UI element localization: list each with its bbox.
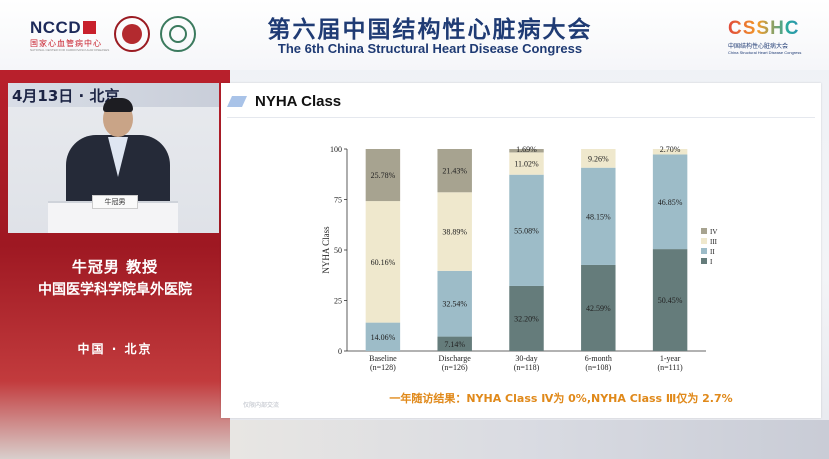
data-label: 11.02%: [514, 160, 539, 169]
x-tick-count: (n=111): [657, 363, 683, 372]
y-axis-label: NYHA Class: [321, 226, 331, 274]
footer-band: [230, 420, 829, 459]
x-tick-count: (n=108): [585, 363, 611, 372]
bar-segment-i: [652, 249, 688, 351]
x-tick-label: 30-day: [515, 354, 537, 363]
nyha-stacked-bar-chart: 0 25 50 75 100 NYHA Class 14.06% 60.16% 25.78% Ba…: [321, 145, 718, 372]
bar-segment-ii: [509, 174, 544, 286]
speaker-organization: 中国医学科学院阜外医院: [38, 282, 192, 298]
bar-segment-ii: [437, 270, 472, 337]
society-seal-icon: [160, 16, 196, 52]
speaker-name: 牛冠男 教授: [71, 258, 159, 276]
data-label: 14.06%: [371, 333, 396, 342]
x-tick-label: Discharge: [439, 354, 472, 363]
legend-swatch-i: [701, 258, 707, 264]
legend-label-ii: II: [710, 248, 715, 256]
y-tick-label: 25: [334, 297, 342, 306]
csshc-logo-subtitle-en: China Structural Heart Disease Congress: [728, 50, 802, 55]
slide-title: NYHA Class: [255, 93, 342, 110]
nccd-mark-icon: [83, 21, 97, 34]
x-tick-label: Baseline: [369, 354, 397, 363]
x-tick-label: 6-month: [585, 354, 612, 363]
title-flag-icon: [227, 96, 247, 107]
video-banner-text: 4月13日 · 北京: [12, 87, 120, 105]
bar-segment-iii: [581, 149, 616, 168]
legend-label-iv: IV: [710, 228, 717, 236]
bar-segment-ii: [652, 154, 688, 250]
nccd-logo: NCCD 国家心血管病中心 NATIONAL CENTER FOR CARDIO…: [30, 18, 110, 52]
bar-segment-iii: [509, 152, 544, 175]
data-label: 38.89%: [442, 228, 467, 237]
legend-swatch-iii: [701, 238, 707, 244]
presentation-slide: NYHA Class 0 25 50 75 100 NYHA Class 14.06% 60.…: [221, 83, 821, 418]
data-label: 25.78%: [371, 171, 396, 180]
nccd-logo-text: NCCD: [30, 18, 82, 37]
y-tick-label: 0: [338, 347, 342, 356]
bar-segment-iii: [365, 201, 401, 323]
congress-title-cn: 第六届中国结构性心脏病大会: [267, 17, 593, 43]
y-tick-label: 75: [334, 196, 342, 205]
data-label: 60.16%: [371, 258, 396, 267]
bar-segment-ii: [365, 322, 401, 351]
bar-segment-iii: [437, 192, 472, 271]
x-tick-count: (n=128): [370, 363, 396, 372]
speaker-video: 4月13日 · 北京 牛冠男: [8, 83, 219, 233]
bar-segment-i: [437, 336, 472, 351]
csshc-logo-text: CSSHC: [728, 18, 818, 40]
bar-segment-iii: [652, 149, 688, 155]
data-label: 1.69%: [516, 145, 537, 154]
slide-conclusion: 一年随访结果：NYHA Class Ⅳ为 0%,NYHA Class Ⅲ仅为 2…: [389, 392, 733, 405]
data-label: 46.85%: [658, 198, 683, 207]
bar-segment-ii: [581, 167, 616, 265]
title-divider: [227, 117, 815, 118]
csshc-logo: CSSHC 中国结构性心脏病大会 China Structural Heart …: [728, 18, 818, 58]
data-label: 32.54%: [442, 300, 467, 309]
x-tick-count: (n=126): [442, 363, 468, 372]
data-label: 32.20%: [514, 314, 539, 323]
csshc-logo-subtitle: 中国结构性心脏病大会: [728, 43, 789, 50]
data-label: 48.15%: [586, 212, 611, 221]
y-tick-label: 50: [334, 246, 342, 255]
bar-segment-iv: [437, 149, 472, 193]
data-label: 55.08%: [514, 226, 539, 235]
data-label: 7.14%: [444, 340, 465, 349]
speaker-hair: [103, 98, 133, 112]
data-label: 9.26%: [588, 154, 609, 163]
x-tick-count: (n=118): [514, 363, 540, 372]
legend-label-i: I: [710, 258, 713, 266]
legend-label-iii: III: [710, 238, 718, 246]
x-tick-label: 1-year: [660, 354, 681, 363]
y-tick-label: 100: [330, 145, 342, 154]
nccd-logo-subtitle-en: NATIONAL CENTER FOR CARDIOVASCULAR DISEA…: [30, 48, 110, 52]
legend-swatch-iv: [701, 228, 707, 234]
nameplate: 牛冠男: [92, 195, 138, 209]
nccd-logo-subtitle: 国家心血管病中心: [30, 39, 102, 48]
bar-segment-iv: [365, 149, 401, 202]
congress-title-en: The 6th China Structural Heart Disease C…: [277, 41, 583, 56]
data-label: 42.59%: [586, 304, 611, 313]
data-label: 21.43%: [442, 167, 467, 176]
congress-header: NCCD 国家心血管病中心 NATIONAL CENTER FOR CARDIO…: [0, 0, 829, 70]
bar-segment-iv: [509, 149, 544, 153]
legend-swatch-ii: [701, 248, 707, 254]
fuwai-seal-icon: [114, 16, 150, 52]
bar-segment-i: [581, 264, 616, 351]
slide-watermark: 仅限内部交流: [243, 402, 280, 409]
bar-segment-i: [509, 285, 544, 351]
data-label: 50.45%: [658, 296, 683, 305]
speaker-location: 中国 · 北京: [77, 342, 153, 356]
data-label: 2.70%: [660, 145, 681, 154]
